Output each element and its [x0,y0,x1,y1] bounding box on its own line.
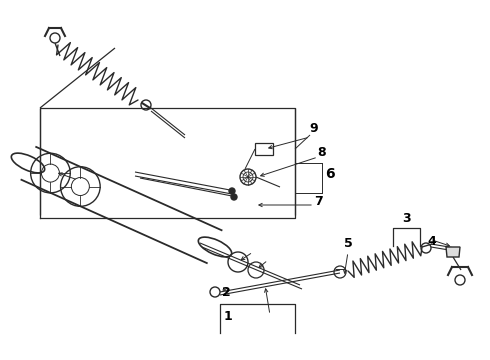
Circle shape [229,188,235,194]
Text: 1: 1 [223,310,232,323]
Text: 9: 9 [310,122,318,135]
Text: 8: 8 [318,146,326,159]
Text: 2: 2 [221,286,230,299]
Text: 5: 5 [343,237,352,250]
Text: 6: 6 [325,167,335,181]
Circle shape [231,194,237,200]
Text: 7: 7 [314,195,322,208]
Polygon shape [446,247,460,257]
Text: 4: 4 [428,235,437,248]
Bar [255,143,273,155]
Text: 3: 3 [402,212,410,225]
